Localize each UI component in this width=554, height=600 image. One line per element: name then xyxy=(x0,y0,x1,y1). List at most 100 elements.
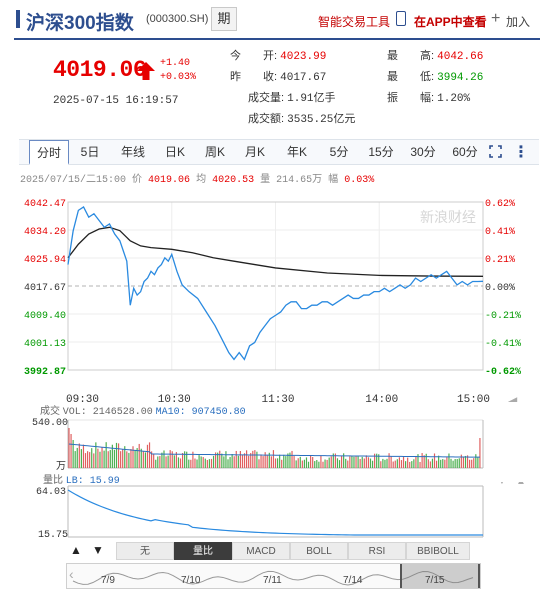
stat-open-value: 4023.99 xyxy=(280,51,327,63)
watermark: 新浪财经 xyxy=(420,209,476,225)
indicator-none[interactable]: 无 xyxy=(116,542,174,560)
tab-monthly-k[interactable]: 月K xyxy=(244,145,265,159)
stat-low-value: 3994.26 xyxy=(437,72,484,84)
volume-ma-line xyxy=(68,443,480,458)
lb-down-icon[interactable]: ▼ xyxy=(497,482,507,487)
average-price-line xyxy=(67,226,484,277)
navigator-day-4: 7/14 xyxy=(343,575,363,586)
x-tick: 09:30 xyxy=(66,394,99,402)
volume-ybottom: 万 xyxy=(56,461,66,472)
volume-label: 成交 xyxy=(40,406,60,417)
more-menu-icon[interactable]: ⋮ xyxy=(513,144,529,161)
indicator-macd[interactable]: MACD xyxy=(232,542,290,560)
expand-icon[interactable] xyxy=(489,145,502,158)
intraday-chart[interactable]: 新浪财经 4042.47 4034.20 4025.94 4017.67 4009.40… xyxy=(0,190,554,402)
y-tick-right: 0.00% xyxy=(485,283,515,294)
volume-down-icon[interactable]: ▼ xyxy=(497,414,507,417)
stat-prev-label: 昨 收: xyxy=(230,71,278,83)
lb-line xyxy=(67,489,483,536)
indicator-boll[interactable]: BOLL xyxy=(290,542,348,560)
info-vol: 214.65万 xyxy=(276,175,323,186)
volume-ytop: 540.00 xyxy=(32,418,68,429)
indicator-down-arrow[interactable]: ▼ xyxy=(92,543,104,557)
volume-bars xyxy=(68,428,481,468)
plus-icon[interactable]: + xyxy=(491,10,501,27)
y-axis-left: 4042.47 4034.20 4025.94 4017.67 4009.40 4001.… xyxy=(24,199,66,378)
info-prefix: 2025/07/15/二15:00 价 xyxy=(20,175,143,186)
stat-prev-value: 4017.67 xyxy=(280,72,327,84)
x-axis: 09:30 10:30 11:30 14:00 15:00 xyxy=(66,394,490,402)
stat-low-label: 最 低: xyxy=(387,71,435,83)
stat-high: 最 高: 4042.66 xyxy=(387,47,483,63)
tab-intraday[interactable]: 分时 xyxy=(29,140,69,165)
y-tick-right: -0.21% xyxy=(485,311,521,322)
x-tick: 14:00 xyxy=(365,394,398,402)
navigator-selection[interactable] xyxy=(400,564,480,588)
stat-amount: 成交额: 3535.25亿元 xyxy=(248,110,355,126)
lb-ybottom: 15.75 xyxy=(38,530,68,540)
range-navigator[interactable]: ‹ 7/9 7/10 7/11 7/14 7/15 xyxy=(66,563,481,589)
tab-60min[interactable]: 60分 xyxy=(452,145,478,159)
stat-amount-label: 成交额: xyxy=(248,113,285,125)
volume-chart: 540.00 万 ▼ ▲ xyxy=(32,414,526,472)
stat-low: 最 低: 3994.26 xyxy=(387,68,483,84)
add-button[interactable]: 加入 xyxy=(506,15,531,29)
y-tick-left: 3992.87 xyxy=(24,367,66,378)
indicator-up-arrow[interactable]: ▲ xyxy=(70,543,82,557)
arrow-up-icon xyxy=(137,62,155,80)
info-vol-label: 量 xyxy=(260,175,271,186)
tab-weekly-k[interactable]: 周K xyxy=(204,145,225,159)
stat-amp-label: 振 幅: xyxy=(387,92,435,104)
indicator-bbiboll[interactable]: BBIBOLL xyxy=(406,542,470,560)
info-amp: 0.03% xyxy=(344,175,375,186)
y-axis-right: 0.62% 0.41% 0.21% 0.00% -0.21% -0.41% -0.62% xyxy=(485,199,521,378)
info-avg-label: 均 xyxy=(196,175,207,186)
tab-15min[interactable]: 15分 xyxy=(368,145,394,159)
volume-up-icon[interactable]: ▲ xyxy=(516,414,526,417)
navigator-day-2: 7/10 xyxy=(181,575,201,586)
volume-header: 成交 VOL: 2146528.00 MA10: 907450.80 xyxy=(40,402,246,418)
price-change: +1.40 +0.03% xyxy=(160,57,196,85)
tab-daily-k[interactable]: 日K xyxy=(164,145,185,159)
price-line xyxy=(67,206,484,361)
stat-volume-value: 1.91亿手 xyxy=(287,93,336,105)
tab-5min[interactable]: 5分 xyxy=(329,145,349,159)
y-tick-left: 4017.67 xyxy=(24,283,66,294)
tab-yearly-k[interactable]: 年K xyxy=(286,145,307,159)
scroll-left-icon[interactable]: ◀ xyxy=(508,394,518,402)
cursor-info-line: 2025/07/15/二15:00 价 4019.06 均 4020.53 量 … xyxy=(20,170,374,186)
navigator-left-icon[interactable]: ‹ xyxy=(69,566,74,582)
title-marker xyxy=(16,10,20,28)
indicator-bar: ▲ ▼ 无 量比 MACD BOLL RSI BBIBOLL xyxy=(66,542,481,560)
volume-ma10: MA10: 907450.80 xyxy=(155,407,246,418)
x-tick: 15:00 xyxy=(457,394,490,402)
tab-5day[interactable]: 5日 xyxy=(80,145,100,159)
lb-up-icon[interactable]: ▲ xyxy=(516,482,526,487)
y-tick-right: -0.62% xyxy=(485,367,521,378)
stat-high-value: 4042.66 xyxy=(437,51,484,63)
lb-label: 量比 xyxy=(43,475,63,486)
stat-amount-value: 3535.25亿元 xyxy=(287,114,356,126)
y-tick-left: 4042.47 xyxy=(24,199,66,210)
stat-open-label: 今 开: xyxy=(230,50,278,62)
indicator-rsi[interactable]: RSI xyxy=(348,542,406,560)
index-title: 沪深300指数 xyxy=(26,13,134,34)
info-price: 4019.06 xyxy=(148,175,191,186)
phone-icon xyxy=(396,11,406,26)
period-tabs: 分时 5日 年线 日K 周K 月K 年K 5分 15分 30分 60分 ⋮ xyxy=(19,139,539,165)
lb-header: 量比 LB: 15.99 xyxy=(43,471,120,487)
tab-year-line[interactable]: 年线 xyxy=(120,145,145,159)
smart-tool-link[interactable]: 智能交易工具 xyxy=(318,15,391,29)
info-avg: 4020.53 xyxy=(212,175,255,186)
tab-30min[interactable]: 30分 xyxy=(410,145,436,159)
lb-ytop: 64.03 xyxy=(36,487,66,498)
header-bar: 沪深300指数 (000300.SH) 期 智能交易工具 在APP中查看 + 加… xyxy=(0,0,554,40)
volume-value: VOL: 2146528.00 xyxy=(62,407,153,418)
stat-open: 今 开: 4023.99 xyxy=(230,47,326,63)
lb-value: LB: 15.99 xyxy=(65,476,120,487)
app-view-link[interactable]: 在APP中查看 xyxy=(414,15,487,29)
futures-button[interactable]: 期 xyxy=(211,7,237,31)
y-tick-right: 0.21% xyxy=(485,255,515,266)
stat-amp-value: 1.20% xyxy=(437,93,471,105)
indicator-lb[interactable]: 量比 xyxy=(174,542,232,560)
